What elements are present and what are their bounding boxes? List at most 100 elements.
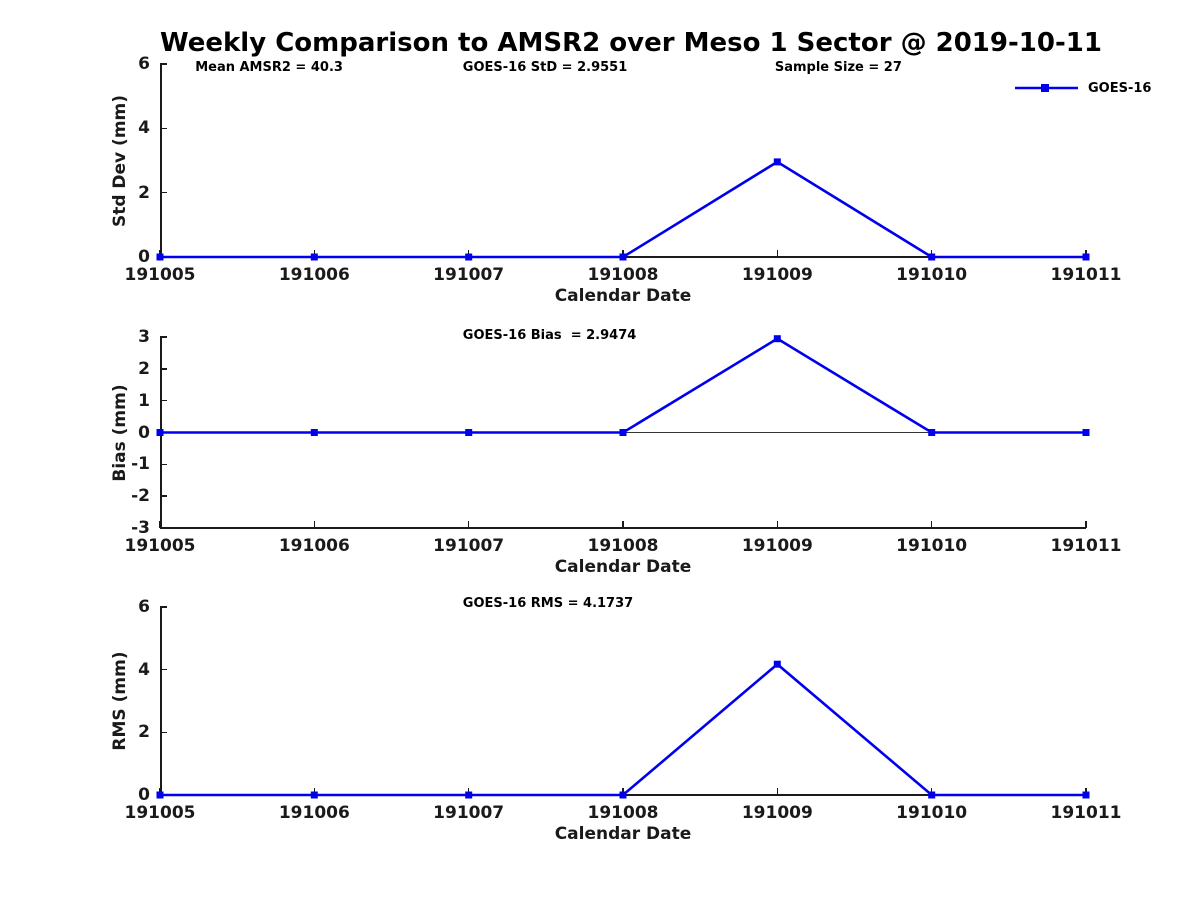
- stat-annotation: GOES-16 RMS = 4.1737: [462, 596, 634, 611]
- x-tick-label: 191010: [896, 803, 968, 823]
- x-tick-mark: [467, 788, 470, 795]
- series-line: [160, 160, 1086, 259]
- data-point-marker: [773, 158, 781, 166]
- y-tick-label: 2: [138, 722, 150, 743]
- y-tick-label: 2: [138, 182, 150, 203]
- y-tick-label: 4: [138, 118, 150, 139]
- y-tick-mark: [160, 127, 167, 130]
- x-tick-mark: [313, 250, 316, 257]
- y-tick-label: 4: [138, 659, 150, 680]
- x-tick-mark: [1085, 788, 1087, 795]
- data-point-marker: [619, 429, 627, 436]
- x-tick-label: 191007: [433, 265, 505, 285]
- y-tick-label: 6: [138, 597, 150, 617]
- x-tick-label: 191010: [896, 536, 968, 556]
- data-point-marker: [465, 791, 473, 799]
- stat-annotation: GOES-16 StD = 2.9551: [462, 60, 628, 75]
- stat-annotation: GOES-16 Bias = 2.9474: [462, 328, 637, 343]
- data-point-marker: [1082, 429, 1090, 436]
- legend: GOES-16: [1015, 80, 1151, 96]
- y-tick-mark: [160, 463, 167, 466]
- x-tick-mark: [159, 521, 161, 528]
- x-axis-label-rms: Calendar Date: [554, 824, 692, 844]
- x-tick-label: 191008: [587, 536, 659, 556]
- data-point-marker: [465, 253, 473, 261]
- data-point-marker: [156, 791, 164, 799]
- data-point-marker: [310, 253, 318, 261]
- x-tick-label: 191008: [587, 265, 659, 285]
- x-tick-label: 191006: [278, 803, 350, 823]
- y-tick-label: 0: [138, 422, 150, 443]
- x-tick-mark: [622, 250, 624, 257]
- data-point-marker: [310, 791, 318, 799]
- data-series-rms: [156, 660, 1090, 799]
- x-tick-mark: [930, 521, 933, 528]
- x-tick-label: 191005: [124, 803, 196, 823]
- y-tick-mark: [160, 336, 167, 338]
- x-tick-label: 191007: [433, 536, 505, 556]
- x-tick-mark: [159, 788, 161, 795]
- y-tick-mark: [160, 731, 167, 734]
- x-tick-mark: [622, 521, 624, 528]
- y-axis-label-rms: RMS (mm): [110, 651, 130, 751]
- y-axis-spine: [160, 607, 162, 795]
- data-point-marker: [928, 253, 936, 261]
- y-tick-label: -1: [131, 454, 150, 475]
- y-tick-mark: [160, 495, 167, 497]
- data-point-marker: [156, 429, 164, 436]
- x-tick-label: 191007: [433, 803, 505, 823]
- y-tick-label: 3: [138, 327, 150, 347]
- series-line: [160, 662, 1086, 797]
- data-point-marker: [773, 335, 781, 343]
- data-point-marker: [1082, 253, 1090, 261]
- y-tick-mark: [160, 399, 167, 402]
- x-tick-mark: [776, 521, 779, 528]
- x-tick-mark: [467, 521, 470, 528]
- x-tick-mark: [930, 788, 933, 795]
- x-tick-label: 191009: [741, 265, 813, 285]
- x-tick-mark: [159, 250, 161, 257]
- stat-annotation: Mean AMSR2 = 40.3: [195, 60, 343, 75]
- data-point-marker: [773, 660, 781, 668]
- data-point-marker: [619, 791, 627, 799]
- x-tick-label: 191006: [278, 536, 350, 556]
- data-point-marker: [928, 429, 936, 436]
- x-tick-mark: [313, 521, 316, 528]
- x-axis-label-bias: Calendar Date: [554, 557, 692, 577]
- y-tick-mark: [160, 606, 167, 608]
- x-tick-label: 191009: [741, 536, 813, 556]
- y-tick-mark: [160, 668, 167, 671]
- x-tick-label: 191005: [124, 536, 196, 556]
- data-point-marker: [928, 791, 936, 799]
- x-axis-spine: [160, 527, 1086, 529]
- y-tick-mark: [160, 63, 167, 65]
- chart-title: Weekly Comparison to AMSR2 over Meso 1 S…: [160, 28, 1102, 58]
- x-tick-label: 191010: [896, 265, 968, 285]
- x-tick-mark: [776, 250, 779, 257]
- x-tick-mark: [1085, 521, 1087, 528]
- x-tick-label: 191009: [741, 803, 813, 823]
- y-tick-label: 0: [138, 785, 150, 805]
- x-tick-mark: [622, 788, 624, 795]
- x-axis-label-std-dev: Calendar Date: [554, 286, 692, 306]
- data-point-marker: [465, 429, 473, 436]
- y-axis-spine: [160, 64, 162, 257]
- y-tick-mark: [160, 191, 167, 194]
- data-series-bias: [156, 335, 1090, 436]
- x-tick-label: 191011: [1050, 265, 1122, 285]
- stat-annotation: Sample Size = 27: [774, 60, 902, 75]
- x-tick-mark: [1085, 250, 1087, 257]
- legend-line-sample-icon: [1015, 84, 1078, 92]
- data-series-std-dev: [156, 158, 1090, 261]
- data-point-marker: [1082, 791, 1090, 799]
- y-tick-label: -2: [131, 486, 150, 507]
- x-tick-label: 191011: [1050, 803, 1122, 823]
- x-tick-mark: [930, 250, 933, 257]
- y-tick-label: 0: [138, 247, 150, 267]
- y-axis-label-std-dev: Std Dev (mm): [110, 94, 130, 227]
- data-point-marker: [310, 429, 318, 436]
- y-tick-label: 2: [138, 358, 150, 379]
- legend-label: GOES-16: [1088, 80, 1152, 96]
- y-tick-label: -3: [131, 518, 150, 538]
